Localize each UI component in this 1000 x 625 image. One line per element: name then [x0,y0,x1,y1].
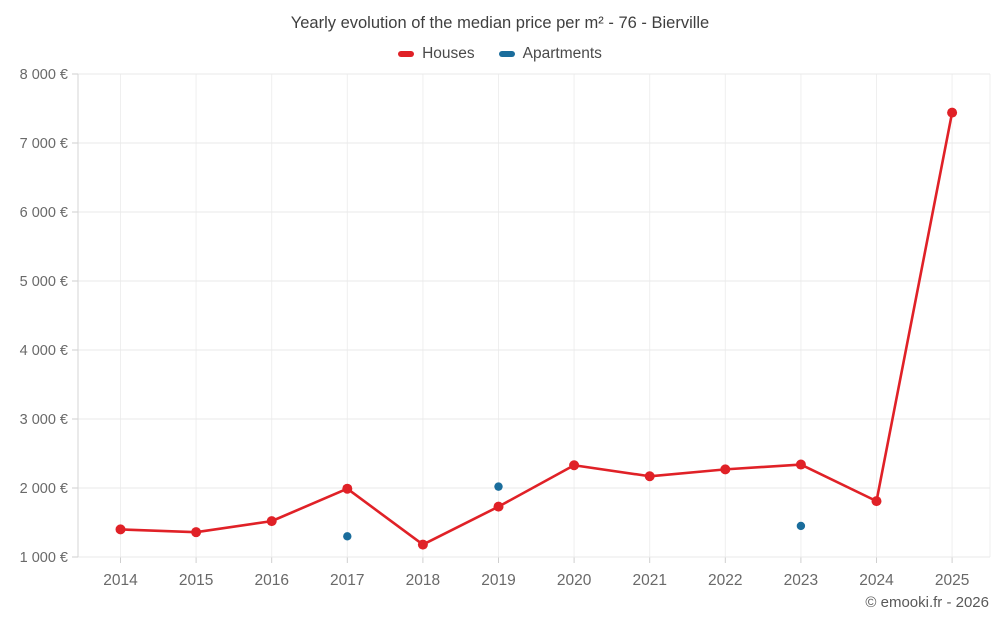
houses-point-2016[interactable] [266,516,277,527]
houses-point-2017[interactable] [342,483,353,494]
apartments-point-2017[interactable] [343,532,352,541]
x-tick-label: 2024 [859,572,894,589]
x-tick-label: 2023 [784,572,818,589]
copyright-footer: © emooki.fr - 2026 [865,594,989,611]
x-tick-label: 2014 [103,572,138,589]
x-tick-label: 2018 [406,572,440,589]
x-tick-label: 2015 [179,572,213,589]
legend-item-apartments[interactable]: Apartments [498,45,602,63]
x-tick-label: 2017 [330,572,364,589]
houses-point-2023[interactable] [795,459,806,470]
legend-label-houses: Houses [422,45,475,62]
houses-point-2021[interactable] [644,471,655,482]
apartments-point-2023[interactable] [796,521,806,531]
houses-swatch-icon [398,51,415,57]
apartments-point-2019[interactable] [494,482,503,491]
x-tick-label: 2022 [708,572,742,589]
y-tick-label: 6 000 € [20,205,68,221]
houses-point-2022[interactable] [720,464,731,475]
y-tick-label: 8 000 € [20,67,68,83]
y-tick-label: 1 000 € [20,550,68,566]
houses-point-2015[interactable] [191,527,202,538]
houses-point-2019[interactable] [493,501,504,512]
legend-label-apartments: Apartments [522,45,602,62]
houses-point-2014[interactable] [115,524,126,535]
y-tick-label: 3 000 € [20,412,68,428]
legend-item-houses[interactable]: Houses [398,45,475,63]
houses-point-2020[interactable] [569,460,580,471]
houses-line [119,111,954,546]
x-tick-label: 2020 [557,572,592,589]
x-tick-label: 2025 [935,572,969,589]
houses-point-2025[interactable] [947,107,958,118]
apartments-swatch-icon [498,51,515,57]
chart-title: Yearly evolution of the median price per… [290,14,710,32]
y-tick-label: 7 000 € [20,136,68,152]
chart-legend: Houses Apartments [0,45,1000,63]
y-tick-label: 2 000 € [20,481,68,497]
x-tick-label: 2016 [254,572,288,589]
houses-point-2024[interactable] [871,496,882,507]
x-tick-label: 2021 [632,572,666,589]
y-tick-label: 4 000 € [20,343,68,359]
x-tick-label: 2019 [481,572,515,589]
houses-point-2018[interactable] [417,539,428,550]
y-tick-label: 5 000 € [20,274,68,290]
